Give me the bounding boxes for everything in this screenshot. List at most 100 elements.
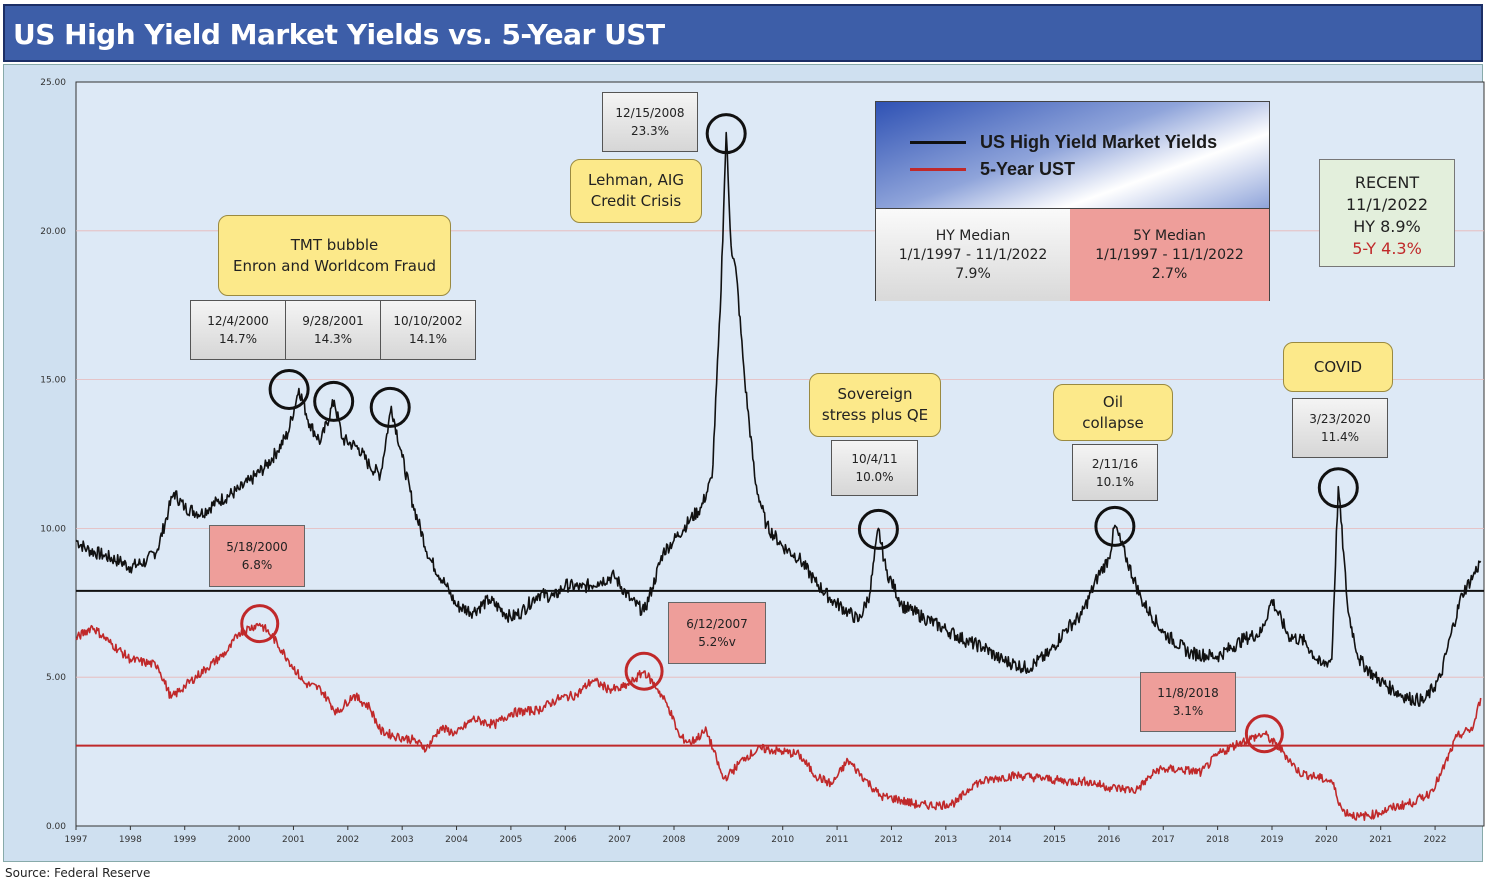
recent-box: RECENT 11/1/2022 HY 8.9% 5-Y 4.3% (1319, 159, 1455, 267)
legend-ust-entry: 5-Year UST (910, 159, 1075, 180)
x-tick-label: 1997 (65, 835, 88, 845)
legend-ust-label: 5-Year UST (980, 159, 1076, 179)
hy-peak-marker (857, 508, 899, 550)
x-tick-label: 2000 (228, 835, 251, 845)
x-tick-label: 2014 (989, 835, 1012, 845)
x-tick-label: 2016 (1097, 835, 1120, 845)
hy-median-label: HY Median (935, 227, 1011, 244)
legend-hy-swatch (910, 141, 966, 144)
page-title: US High Yield Market Yields vs. 5-Year U… (13, 18, 665, 51)
hy-peak-date: 12/15/2008 (615, 106, 685, 120)
x-tick-label: 2001 (282, 835, 305, 845)
recent-hy: HY 8.9% (1353, 217, 1421, 236)
oil-event-line2: collapse (1082, 413, 1144, 432)
tmt-event-line1: TMT bubble (290, 235, 379, 254)
hy-median-box: HY Median 1/1/1997 - 11/1/2022 7.9% (876, 208, 1071, 301)
ust-median-box: 5Y Median 1/1/1997 - 11/1/2022 2.7% (1070, 208, 1269, 301)
x-tick-label: 2002 (336, 835, 359, 845)
ust-peak-label: 11/8/2018 3.1% (1140, 672, 1236, 732)
x-tick-label: 1999 (173, 835, 196, 845)
sovereign-event-callout: Sovereign stress plus QE (809, 373, 941, 437)
hy-peak-label: 10/10/2002 14.1% (380, 300, 476, 360)
x-tick-label: 2022 (1424, 835, 1447, 845)
hy-peak-marker (369, 386, 411, 428)
x-tick-label: 2020 (1315, 835, 1338, 845)
lehman-event-line1: Lehman, AIG (588, 171, 684, 189)
x-tick-label: 2009 (717, 835, 740, 845)
legend-hy-entry: US High Yield Market Yields (910, 132, 1217, 153)
plot-area (75, 81, 1485, 827)
tmt-event-line2: Enron and Worldcom Fraud (233, 256, 436, 275)
hy-peak-value: 10.0% (855, 470, 894, 484)
hy-median-value: 7.9% (955, 265, 991, 282)
hy-peak-label: 12/4/2000 14.7% (190, 300, 286, 360)
x-tick-label: 1998 (119, 835, 142, 845)
title-bar: US High Yield Market Yields vs. 5-Year U… (3, 4, 1483, 62)
x-tick-label: 2011 (826, 835, 849, 845)
x-tick-label: 2008 (663, 835, 686, 845)
x-tick-label: 2019 (1261, 835, 1284, 845)
x-tick-label: 2007 (608, 835, 631, 845)
legend-ust-swatch (910, 168, 966, 171)
ust-series-line (75, 622, 1482, 821)
x-tick-label: 2005 (499, 835, 522, 845)
recent-ust: 5-Y 4.3% (1352, 239, 1422, 258)
hy-peak-marker (1317, 467, 1359, 509)
hy-peak-label: 2/11/16 10.1% (1072, 444, 1158, 501)
ust-median-value: 2.7% (1151, 265, 1188, 282)
x-tick-label: 2006 (554, 835, 577, 845)
x-tick-label: 2017 (1152, 835, 1175, 845)
y-tick-label: 5.00 (46, 673, 66, 683)
hy-peak-value: 14.1% (408, 332, 448, 346)
tmt-event-callout: TMT bubble Enron and Worldcom Fraud (218, 215, 451, 296)
hy-peak-label: 3/23/2020 11.4% (1292, 398, 1388, 458)
ust-peak-value: 5.2%v (698, 635, 736, 649)
x-tick-label: 2004 (445, 835, 468, 845)
legend-series: US High Yield Market Yields 5-Year UST (876, 102, 1269, 208)
hy-peak-date: 3/23/2020 (1309, 412, 1371, 426)
hy-peak-value: 14.7% (218, 332, 258, 346)
recent-heading: RECENT (1354, 173, 1420, 192)
x-tick-label: 2018 (1206, 835, 1229, 845)
covid-event-line1: COVID (1313, 357, 1363, 376)
ust-peak-date: 5/18/2000 (226, 540, 288, 554)
ust-peak-marker (240, 604, 280, 644)
ust-peak-value: 6.8% (241, 558, 273, 572)
hy-median-range: 1/1/1997 - 11/1/2022 (898, 246, 1048, 263)
hy-peak-value: 23.3% (630, 124, 670, 138)
y-tick-label: 20.00 (40, 227, 66, 237)
sovereign-event-line2: stress plus QE (821, 406, 929, 424)
ust-peak-marker (624, 651, 664, 691)
sovereign-event-line1: Sovereign (837, 385, 913, 403)
hy-peak-label: 10/4/11 10.0% (831, 440, 918, 496)
y-tick-label: 25.00 (40, 78, 66, 88)
ust-median-range: 1/1/1997 - 11/1/2022 (1095, 246, 1244, 263)
hy-series-line (75, 131, 1482, 707)
recent-date: 11/1/2022 (1345, 195, 1429, 214)
ust-peak-date: 6/12/2007 (686, 617, 748, 631)
x-tick-label: 2013 (934, 835, 957, 845)
hy-peak-value: 10.1% (1095, 474, 1135, 489)
lehman-event-callout: Lehman, AIG Credit Crisis (570, 159, 702, 223)
hy-peak-marker (313, 380, 355, 422)
oil-event-callout: Oil collapse (1053, 384, 1173, 441)
hy-peak-date: 10/4/11 (851, 452, 898, 466)
hy-peak-date: 12/4/2000 (207, 314, 269, 328)
hy-peak-date: 2/11/16 (1091, 456, 1139, 471)
oil-event-line1: Oil (1102, 392, 1124, 411)
hy-peak-value: 11.4% (1320, 430, 1360, 444)
x-tick-label: 2021 (1369, 835, 1392, 845)
lehman-event-line2: Credit Crisis (590, 192, 682, 210)
x-tick-label: 2015 (1043, 835, 1066, 845)
hy-peak-marker (705, 113, 747, 155)
y-tick-label: 0.00 (46, 822, 66, 832)
x-tick-label: 2003 (391, 835, 414, 845)
legend-hy-label: US High Yield Market Yields (980, 132, 1218, 152)
ust-peak-label: 5/18/2000 6.8% (209, 525, 305, 587)
hy-peak-label: 9/28/2001 14.3% (285, 300, 381, 360)
ust-peak-marker (1244, 714, 1284, 754)
hy-peak-date: 9/28/2001 (302, 314, 364, 328)
hy-peak-marker (268, 369, 310, 411)
hy-peak-label: 12/15/2008 23.3% (602, 92, 698, 152)
source-note: Source: Federal Reserve (5, 866, 151, 880)
